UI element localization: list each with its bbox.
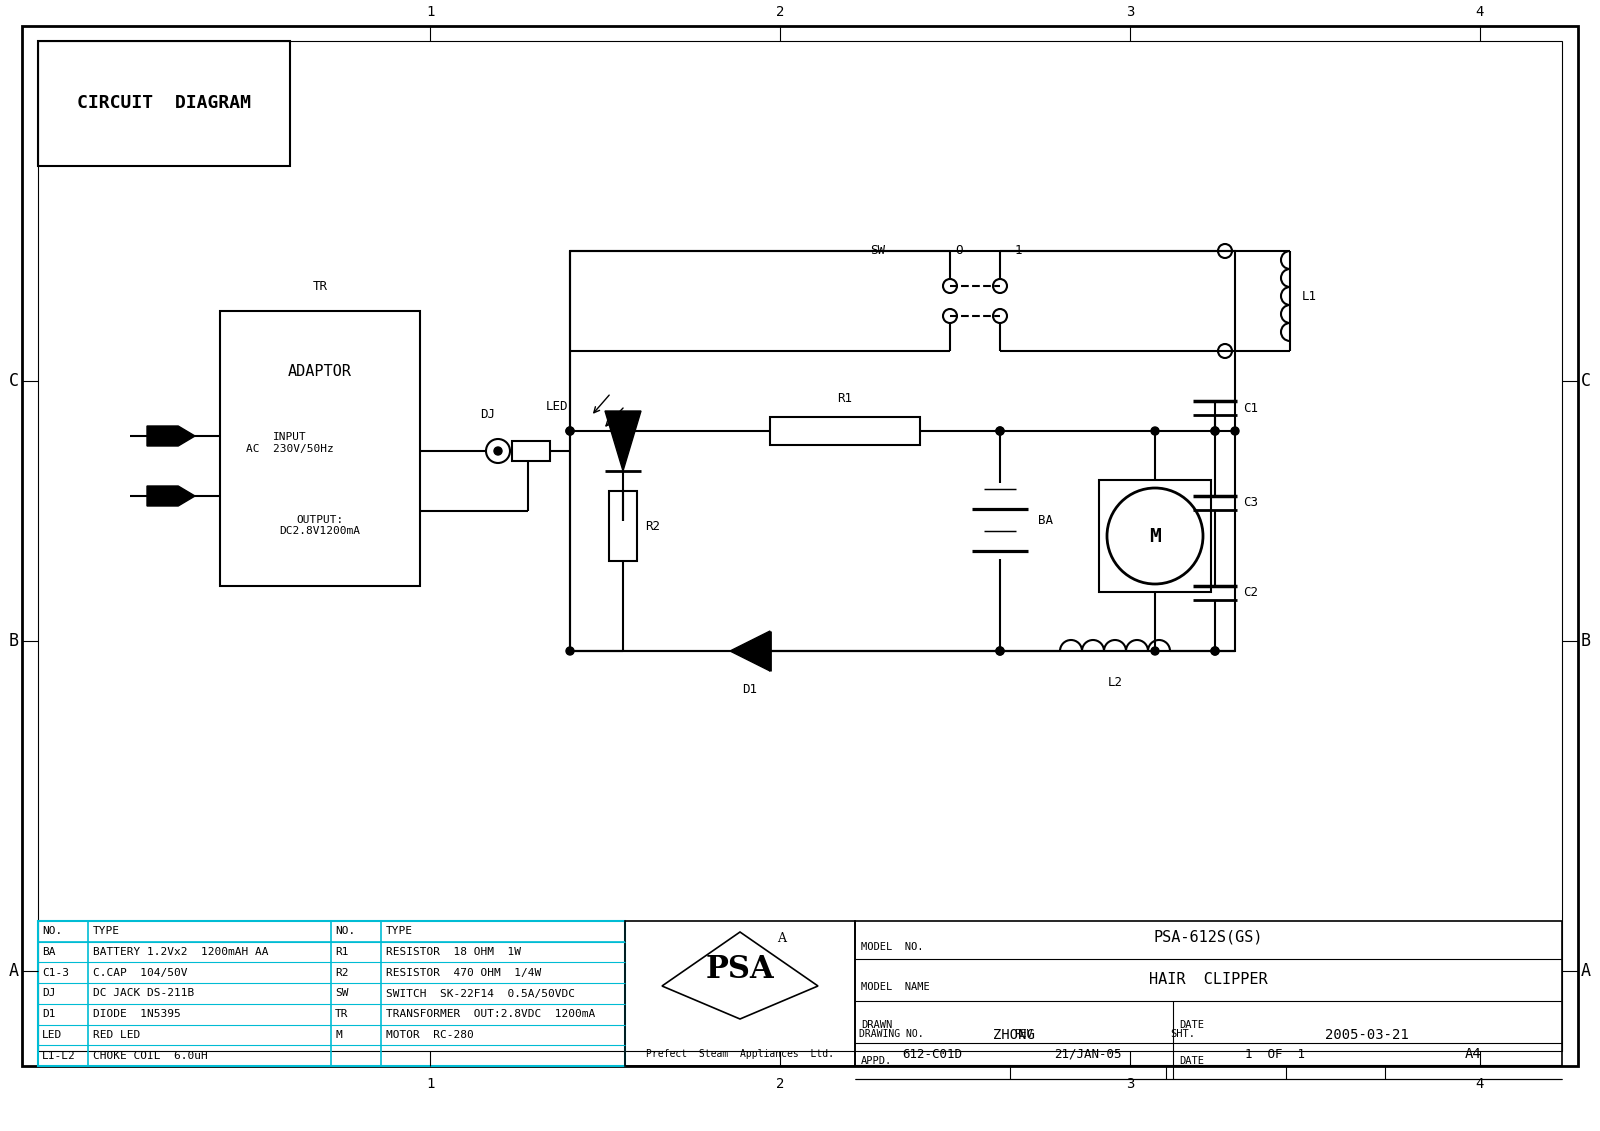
Text: DJ: DJ — [42, 988, 56, 999]
Text: RESISTOR  470 OHM  1/4W: RESISTOR 470 OHM 1/4W — [386, 968, 541, 978]
Text: 1: 1 — [426, 5, 434, 19]
Text: 3: 3 — [1126, 5, 1134, 19]
Circle shape — [1211, 647, 1219, 655]
Polygon shape — [147, 486, 195, 506]
Text: C3: C3 — [1243, 497, 1258, 509]
Text: A: A — [1581, 962, 1590, 979]
Text: 2: 2 — [776, 5, 784, 19]
Text: L2: L2 — [1107, 676, 1123, 689]
Text: O: O — [955, 244, 963, 258]
Text: DRAWING NO.: DRAWING NO. — [859, 1029, 923, 1039]
Circle shape — [1211, 647, 1219, 655]
Circle shape — [494, 447, 502, 455]
Text: R2: R2 — [645, 519, 661, 533]
Polygon shape — [730, 631, 770, 671]
Text: PSA: PSA — [706, 953, 774, 984]
Text: SWITCH  SK-22F14  0.5A/50VDC: SWITCH SK-22F14 0.5A/50VDC — [386, 988, 574, 999]
Text: M: M — [1149, 527, 1162, 545]
Text: MOTOR  RC-280: MOTOR RC-280 — [386, 1030, 474, 1039]
Text: A: A — [778, 932, 787, 946]
Text: 1: 1 — [1014, 244, 1022, 258]
Circle shape — [1211, 428, 1219, 435]
Text: R2: R2 — [334, 968, 349, 978]
Text: SW: SW — [870, 244, 885, 258]
Text: LED: LED — [546, 399, 568, 413]
Text: DIODE  1N5395: DIODE 1N5395 — [93, 1009, 181, 1019]
Text: HAIR  CLIPPER: HAIR CLIPPER — [1149, 972, 1267, 986]
Text: SHT.: SHT. — [1170, 1029, 1195, 1039]
Text: C1: C1 — [1243, 402, 1258, 414]
Text: DATE: DATE — [1179, 1056, 1205, 1067]
Text: D1: D1 — [42, 1009, 56, 1019]
Text: 1  OF  1: 1 OF 1 — [1245, 1047, 1306, 1061]
Text: 1: 1 — [426, 1077, 434, 1091]
Polygon shape — [147, 426, 195, 446]
Text: Prefect  Steam  Appliances  Ltd.: Prefect Steam Appliances Ltd. — [646, 1048, 834, 1059]
Text: 21/JAN-05: 21/JAN-05 — [1054, 1047, 1122, 1061]
Circle shape — [995, 428, 1005, 435]
Circle shape — [995, 428, 1005, 435]
Text: TR: TR — [312, 280, 328, 293]
Circle shape — [566, 647, 574, 655]
Circle shape — [1230, 428, 1238, 435]
Text: REV: REV — [1014, 1029, 1032, 1039]
Text: INPUT
AC  230V/50Hz: INPUT AC 230V/50Hz — [246, 432, 334, 454]
Text: MODEL  NAME: MODEL NAME — [861, 982, 930, 992]
Circle shape — [566, 428, 574, 435]
Text: TR: TR — [334, 1009, 349, 1019]
Text: OUTPUT:
DC2.8V1200mA: OUTPUT: DC2.8V1200mA — [280, 515, 360, 536]
Text: DATE: DATE — [1179, 1020, 1205, 1030]
Text: R1: R1 — [837, 392, 853, 405]
Text: BA: BA — [42, 947, 56, 957]
Text: RED LED: RED LED — [93, 1030, 141, 1039]
Text: C: C — [1581, 372, 1590, 390]
Text: ZHONG: ZHONG — [994, 1028, 1035, 1042]
Circle shape — [995, 647, 1005, 655]
Text: 612-C01D: 612-C01D — [902, 1047, 962, 1061]
Text: L1: L1 — [1302, 290, 1317, 302]
Circle shape — [995, 647, 1005, 655]
Text: APPD.: APPD. — [861, 1056, 893, 1067]
Text: C.CAP  104/50V: C.CAP 104/50V — [93, 968, 187, 978]
Text: 4: 4 — [1475, 5, 1485, 19]
Text: C: C — [10, 372, 19, 390]
Circle shape — [1150, 428, 1158, 435]
Text: NO.: NO. — [42, 926, 62, 936]
Text: A: A — [10, 962, 19, 979]
Text: TYPE: TYPE — [386, 926, 413, 936]
Polygon shape — [605, 411, 642, 470]
Text: CHOKE COIL  6.0uH: CHOKE COIL 6.0uH — [93, 1051, 208, 1061]
Text: RESISTOR  18 OHM  1W: RESISTOR 18 OHM 1W — [386, 947, 522, 957]
Text: DJ: DJ — [480, 408, 496, 421]
Text: NO.: NO. — [334, 926, 355, 936]
Text: LED: LED — [42, 1030, 62, 1039]
Text: SW: SW — [334, 988, 349, 999]
Text: ADAPTOR: ADAPTOR — [288, 364, 352, 379]
Text: TRANSFORMER  OUT:2.8VDC  1200mA: TRANSFORMER OUT:2.8VDC 1200mA — [386, 1009, 595, 1019]
Circle shape — [1211, 428, 1219, 435]
Text: B: B — [1581, 632, 1590, 650]
Circle shape — [1150, 647, 1158, 655]
Text: 3: 3 — [1126, 1077, 1134, 1091]
Text: 2: 2 — [776, 1077, 784, 1091]
Text: DRAWN: DRAWN — [861, 1020, 893, 1030]
Text: BA: BA — [1038, 515, 1053, 527]
Text: B: B — [10, 632, 19, 650]
Text: D1: D1 — [742, 683, 757, 696]
Text: CIRCUIT  DIAGRAM: CIRCUIT DIAGRAM — [77, 94, 251, 112]
Text: A4: A4 — [1464, 1047, 1482, 1061]
Text: L1-L2: L1-L2 — [42, 1051, 75, 1061]
Text: R1: R1 — [334, 947, 349, 957]
Text: 2005-03-21: 2005-03-21 — [1325, 1028, 1410, 1042]
Text: 4: 4 — [1475, 1077, 1485, 1091]
Text: C1-3: C1-3 — [42, 968, 69, 978]
Text: M: M — [334, 1030, 342, 1039]
Text: PSA-612S(GS): PSA-612S(GS) — [1154, 930, 1262, 944]
Text: MODEL  NO.: MODEL NO. — [861, 942, 923, 952]
Text: C2: C2 — [1243, 587, 1258, 599]
Text: TYPE: TYPE — [93, 926, 120, 936]
Circle shape — [566, 428, 574, 435]
Text: DC JACK DS-211B: DC JACK DS-211B — [93, 988, 194, 999]
Text: BATTERY 1.2Vx2  1200mAH AA: BATTERY 1.2Vx2 1200mAH AA — [93, 947, 269, 957]
